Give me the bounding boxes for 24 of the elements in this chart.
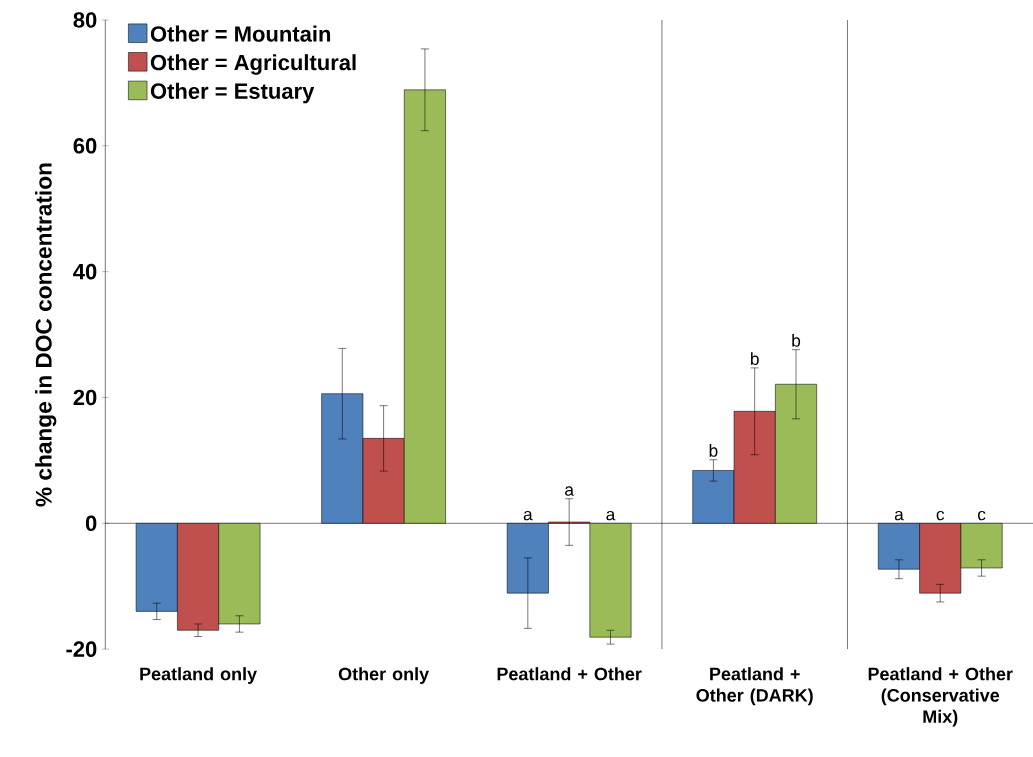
data-label: a [565,486,574,496]
y-tick-label: 20 [73,389,97,406]
x-tick-label: Peatland only [140,667,257,684]
legend-label: Other = Agricultural [150,54,356,75]
x-tick-label: Other only [338,667,430,684]
data-label: a [606,510,616,521]
data-label: c [936,510,945,521]
y-tick-label: -20 [66,641,97,657]
data-label: a [523,510,533,521]
x-tick-label: Peatland + Other [497,667,642,681]
data-label: a [894,510,904,521]
data-label: b [709,444,718,457]
x-tick-label: Peatland + Other (DARK) [696,667,813,706]
data-label: c [977,510,986,521]
legend-label: Other = Estuary [150,82,315,104]
legend-label: Other = Mountain [150,25,331,42]
x-tick-label: Peatland + Other (Conservative Mix) [868,667,1013,727]
data-label: b [750,352,759,365]
data-label: b [792,333,801,347]
y-tick-label: 80 [73,12,97,28]
y-tick-label: 40 [73,263,97,280]
y-tick-label: 0 [85,515,97,532]
y-axis-title: % change in DOC concentration [35,163,57,507]
y-tick-label: 60 [73,137,97,154]
